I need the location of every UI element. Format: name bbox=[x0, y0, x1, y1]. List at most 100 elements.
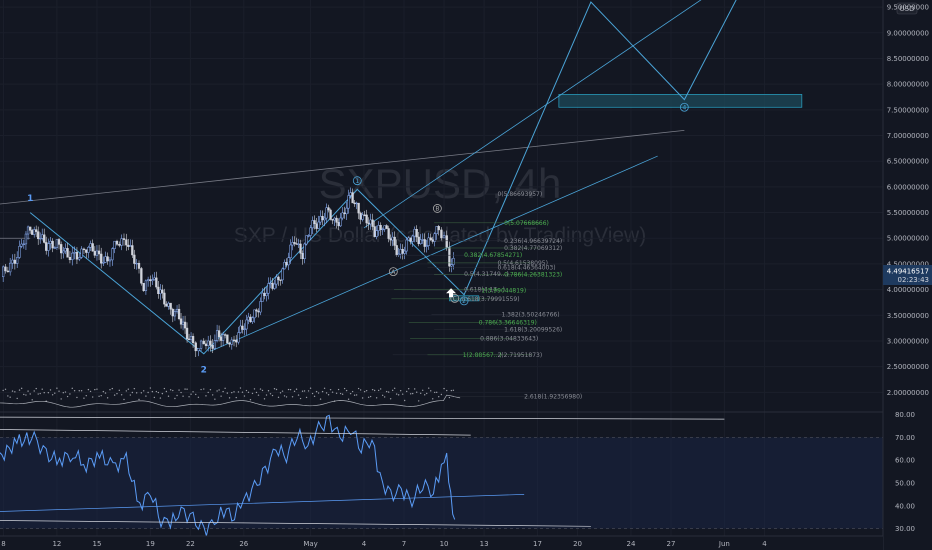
volume-point bbox=[51, 394, 54, 396]
volume-point bbox=[325, 392, 328, 394]
volume-point bbox=[243, 395, 246, 397]
volume-point bbox=[311, 392, 314, 395]
candle-body bbox=[403, 250, 406, 254]
candle-body bbox=[60, 244, 63, 254]
volume-point bbox=[450, 389, 453, 392]
candle-body bbox=[355, 202, 358, 205]
candle-body bbox=[417, 236, 420, 245]
candle-body bbox=[303, 243, 306, 260]
candle-body bbox=[407, 237, 410, 241]
wave-label-circle bbox=[432, 204, 442, 213]
candle-body bbox=[421, 239, 424, 241]
arrow-up-shape bbox=[446, 288, 457, 298]
volume-point bbox=[169, 389, 172, 391]
volume-point bbox=[287, 388, 290, 391]
volume-point bbox=[71, 387, 73, 390]
volume-point bbox=[7, 395, 9, 397]
time-axis[interactable]: 8 12 15 19 22 26 May 4 7 10 13 17 20 24 27 Jun 4 bbox=[0, 535, 883, 550]
volume-point bbox=[432, 398, 434, 400]
candle-body bbox=[171, 308, 174, 317]
candle-body bbox=[277, 276, 280, 281]
volume-point bbox=[436, 391, 438, 394]
volume-point bbox=[85, 394, 87, 397]
volume-point bbox=[20, 387, 23, 390]
candle-body bbox=[53, 247, 56, 249]
volume-point bbox=[197, 396, 200, 399]
volume-point bbox=[104, 392, 107, 394]
candle-body bbox=[179, 318, 183, 325]
candle-body bbox=[271, 282, 274, 289]
volume-point bbox=[307, 390, 310, 392]
candle-body bbox=[423, 239, 426, 247]
time-tick-label: 20 bbox=[573, 540, 582, 548]
fib-level-label: 2.618(1.92356980) bbox=[524, 393, 582, 400]
candle-body bbox=[347, 195, 350, 209]
volume-point bbox=[182, 395, 184, 397]
candle-body bbox=[104, 256, 107, 263]
wave-label-circle bbox=[388, 267, 398, 277]
volume-point bbox=[135, 392, 138, 394]
volume-point bbox=[317, 392, 320, 394]
trendline bbox=[210, 155, 658, 352]
candle-body bbox=[440, 229, 443, 239]
volume-point bbox=[96, 388, 98, 390]
candle-body bbox=[142, 282, 145, 292]
support-zone bbox=[449, 295, 480, 302]
volume-point bbox=[430, 390, 432, 392]
price-tick-label: 4.00000000 bbox=[887, 286, 929, 294]
candle-body bbox=[57, 239, 61, 245]
volume-point bbox=[62, 392, 65, 394]
volume-point bbox=[363, 390, 366, 393]
volume-point bbox=[413, 388, 416, 390]
volume-point bbox=[351, 390, 354, 393]
currency-badge[interactable] bbox=[896, 2, 918, 15]
candle-body bbox=[381, 228, 384, 231]
candle-body bbox=[269, 282, 272, 285]
target-zone bbox=[558, 94, 803, 108]
candle-body bbox=[329, 209, 332, 220]
wave-label: B bbox=[435, 206, 439, 213]
candle-body bbox=[197, 348, 200, 352]
volume-point bbox=[239, 387, 242, 389]
volume-point bbox=[54, 392, 56, 394]
price-tick-label: 6.50000000 bbox=[887, 158, 929, 166]
candle-body bbox=[307, 235, 310, 237]
candle-body bbox=[293, 242, 296, 244]
candle-body bbox=[411, 235, 414, 242]
volume-point bbox=[373, 389, 376, 392]
price-tick-label: 2.50000000 bbox=[887, 363, 929, 371]
volume-point bbox=[125, 390, 128, 392]
candle-body bbox=[6, 270, 9, 273]
volume-point bbox=[180, 391, 182, 394]
candle-body bbox=[249, 316, 252, 323]
candlestick-series bbox=[2, 187, 455, 357]
volume-point bbox=[106, 397, 109, 399]
candle-body bbox=[399, 248, 402, 255]
candle-body bbox=[361, 214, 364, 220]
candle-body bbox=[64, 248, 67, 252]
wave-label: 2 bbox=[462, 298, 466, 305]
fib-level-label: 1.618(3.20099526) bbox=[504, 327, 562, 334]
candle-body bbox=[442, 235, 446, 239]
candle-body bbox=[425, 245, 428, 247]
volume-point bbox=[371, 388, 374, 391]
volume-point bbox=[281, 390, 284, 392]
volume-point bbox=[33, 390, 35, 392]
candle-body bbox=[433, 233, 436, 242]
candle-body bbox=[202, 340, 205, 345]
rsi-band bbox=[0, 437, 883, 529]
volume-point bbox=[269, 393, 272, 395]
candle-body bbox=[311, 220, 314, 229]
volume-point bbox=[102, 390, 105, 393]
volume-point bbox=[207, 391, 209, 394]
candle-body bbox=[285, 262, 288, 266]
candle-body bbox=[393, 236, 396, 246]
candle-body bbox=[191, 336, 195, 343]
price-tick-label: 9.50000000 bbox=[887, 4, 929, 12]
time-tick-label: 4 bbox=[762, 540, 767, 548]
volume-point bbox=[231, 391, 233, 394]
volume-point bbox=[41, 388, 43, 390]
wave-label: A bbox=[391, 269, 396, 276]
volume-point bbox=[365, 389, 368, 392]
